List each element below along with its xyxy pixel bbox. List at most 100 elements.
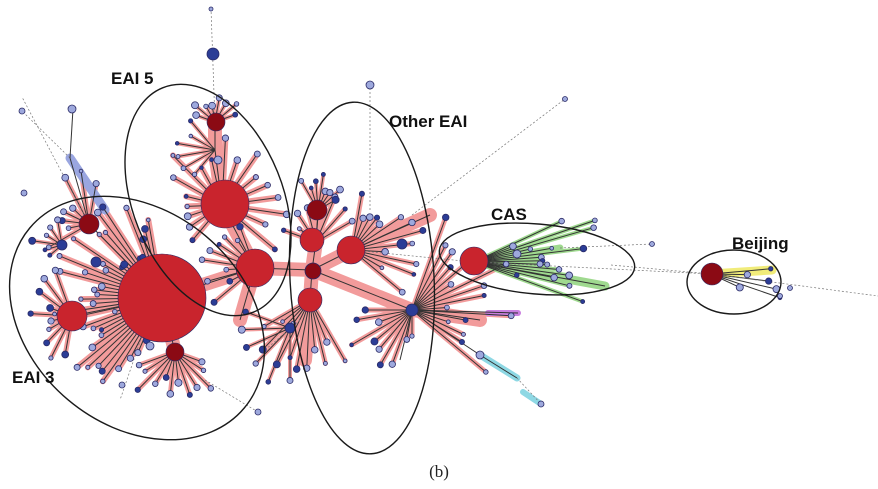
tree-node <box>94 291 101 298</box>
tree-node <box>361 306 369 314</box>
tree-node <box>18 107 26 115</box>
eai3-cluster-outline <box>8 195 266 441</box>
tree-edge <box>479 354 518 379</box>
tree-node <box>411 272 417 277</box>
tree-node <box>203 103 209 109</box>
tree-node <box>342 358 348 364</box>
tree-node <box>47 252 53 258</box>
tree-node <box>206 112 226 132</box>
tree-edge <box>473 261 570 287</box>
tree-node <box>78 213 100 235</box>
tree-node <box>458 338 465 346</box>
tree-node <box>120 260 129 269</box>
tree-edge <box>190 120 216 151</box>
tree-edge <box>473 248 584 263</box>
tree-node <box>408 218 416 227</box>
tree-edge <box>411 309 464 335</box>
tree-node <box>409 240 416 247</box>
tree-node <box>375 318 383 326</box>
tree-node <box>444 304 450 311</box>
tree-node <box>232 111 239 118</box>
tree-node <box>85 364 91 370</box>
tree-node <box>320 171 326 177</box>
tree-node <box>20 189 28 197</box>
tree-node <box>152 380 159 387</box>
tree-node <box>135 361 143 369</box>
eai5-cluster-outline <box>124 83 292 317</box>
tree-node <box>768 266 774 272</box>
tree-edge <box>411 309 487 373</box>
tree-node <box>326 188 334 197</box>
tree-node <box>206 47 220 61</box>
tree-node <box>61 173 70 182</box>
tree-node <box>558 217 565 225</box>
tree-node <box>191 171 198 177</box>
tree-edge <box>69 108 74 159</box>
tree-node <box>189 237 196 244</box>
tree-edge <box>411 98 566 216</box>
tree-node <box>281 227 287 233</box>
tree-node <box>92 180 100 188</box>
tree-edge <box>411 217 447 311</box>
tree-node <box>117 253 207 343</box>
tree-node <box>174 141 180 146</box>
tree-node <box>735 283 744 292</box>
tree-edge <box>351 249 475 263</box>
tree-node <box>298 177 305 184</box>
tree-edge <box>473 227 594 263</box>
tree-edge <box>399 309 413 361</box>
tree-node <box>233 101 240 107</box>
tree-node <box>213 155 223 165</box>
tree-edge <box>411 309 519 314</box>
tree-node <box>206 247 214 255</box>
tree-node <box>323 338 331 346</box>
tree-node <box>777 293 783 299</box>
tree-node <box>56 253 63 259</box>
tree-node <box>204 277 211 285</box>
tree-node <box>280 319 285 324</box>
tree-node <box>461 332 466 337</box>
tree-node <box>265 379 272 385</box>
tree-node <box>336 185 344 194</box>
tree-node <box>405 303 419 317</box>
tree-node <box>146 217 151 223</box>
tree-edge <box>21 110 71 159</box>
tree-node <box>52 311 57 317</box>
tree-node <box>180 165 187 172</box>
tree-edge <box>411 283 452 311</box>
tree-edge <box>356 309 413 321</box>
tree-edge <box>351 309 413 346</box>
tree-node <box>175 154 181 159</box>
tree-node <box>103 230 108 235</box>
tree-node <box>184 203 190 210</box>
tree-node <box>183 212 192 221</box>
tree-edge <box>183 149 216 169</box>
tree-edge <box>473 220 562 263</box>
tree-node <box>336 235 366 265</box>
tree-node <box>118 381 126 389</box>
tree-node <box>562 96 568 102</box>
tree-node <box>90 256 102 268</box>
tree-node <box>370 337 379 346</box>
tree-node <box>502 260 510 268</box>
tree-node <box>216 242 222 247</box>
tree-node <box>233 156 242 164</box>
tree-node <box>89 300 97 307</box>
tree-node <box>97 282 106 291</box>
tree-node <box>61 350 70 359</box>
tree-node <box>348 217 356 225</box>
tree-node <box>54 216 61 224</box>
tree-node <box>397 214 405 221</box>
tree-node <box>134 386 141 393</box>
tree-edge <box>473 219 596 263</box>
tree-node <box>447 281 455 288</box>
tree-edge <box>411 309 481 356</box>
tree-node <box>442 213 450 222</box>
tree-node <box>56 300 88 332</box>
tree-node <box>293 209 302 218</box>
tree-node <box>93 208 102 217</box>
tree-node <box>186 391 193 398</box>
tree-edge <box>411 266 451 311</box>
tree-node <box>48 355 54 361</box>
tree-node <box>359 214 367 222</box>
